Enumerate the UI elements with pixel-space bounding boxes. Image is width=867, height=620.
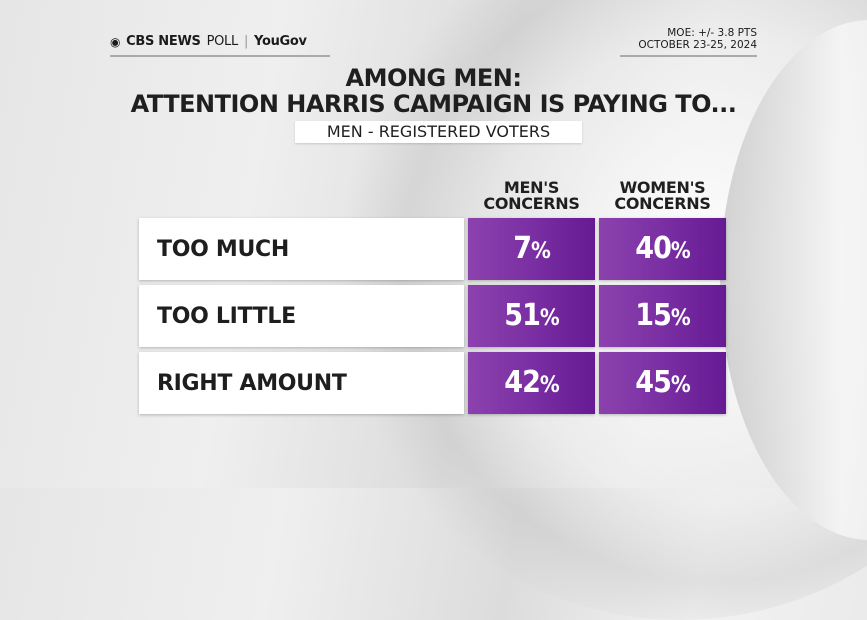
cell-too-little-women: 15% <box>599 285 726 347</box>
percent-sign: % <box>539 306 560 331</box>
margin-of-error: MOE: +/- 3.8 PTS <box>667 27 757 39</box>
cell-too-little-men: 51% <box>468 285 595 347</box>
value: 45 <box>635 365 672 400</box>
column-header-label: WOMEN'S CONCERNS <box>614 178 711 213</box>
percent-sign: % <box>670 373 691 398</box>
logo-divider: | <box>243 34 249 49</box>
cell-right-amount-women: 45% <box>599 352 726 414</box>
poll-meta: MOE: +/- 3.8 PTS OCTOBER 23-25, 2024 <box>638 27 757 51</box>
value: 15 <box>635 298 672 333</box>
percent-sign: % <box>530 239 551 264</box>
header-rule-right <box>620 55 757 57</box>
row-label-too-much: TOO MUCH <box>139 218 464 280</box>
poll-label: POLL <box>206 34 239 49</box>
column-header-mens-concerns: MEN'S CONCERNS <box>468 180 595 212</box>
value: 40 <box>635 231 672 266</box>
value: 7 <box>513 231 532 266</box>
percent-sign: % <box>670 239 691 264</box>
title-line-1: AMONG MEN: <box>345 64 522 92</box>
title-line-2: ATTENTION HARRIS CAMPAIGN IS PAYING TO..… <box>130 90 737 118</box>
cell-too-much-men: 7% <box>468 218 595 280</box>
value: 42 <box>504 365 541 400</box>
column-header-womens-concerns: WOMEN'S CONCERNS <box>599 180 726 212</box>
partner-name: YouGov <box>254 34 307 49</box>
row-label-right-amount: RIGHT AMOUNT <box>139 352 464 414</box>
subtitle-badge: MEN - REGISTERED VOTERS <box>295 121 582 143</box>
cell-too-much-women: 40% <box>599 218 726 280</box>
row-label-too-little: TOO LITTLE <box>139 285 464 347</box>
brand-name: CBS NEWS <box>126 34 201 49</box>
logo-lockup: ◉ CBS NEWS POLL | YouGov <box>110 34 307 49</box>
poll-dates: OCTOBER 23-25, 2024 <box>638 39 757 51</box>
cell-right-amount-men: 42% <box>468 352 595 414</box>
cbs-eye-icon: ◉ <box>110 34 121 49</box>
value: 51 <box>504 298 541 333</box>
column-header-label: MEN'S CONCERNS <box>483 178 580 213</box>
percent-sign: % <box>670 306 691 331</box>
header-rule-left <box>110 55 330 57</box>
percent-sign: % <box>539 373 560 398</box>
